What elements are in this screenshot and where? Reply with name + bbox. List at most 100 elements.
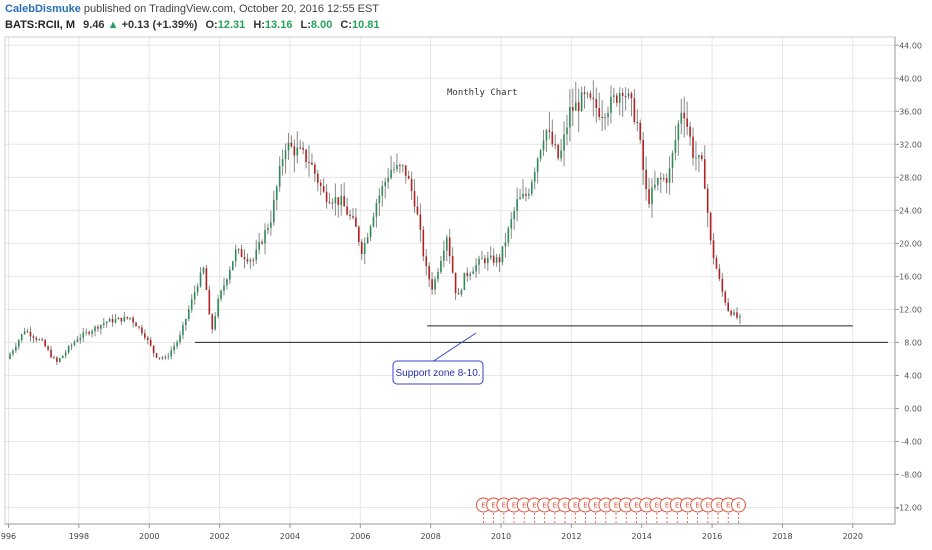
candle-body <box>229 270 231 280</box>
candle-body <box>170 350 173 357</box>
candle-body <box>352 216 354 218</box>
earnings-marker-label: E <box>644 502 648 510</box>
candle-body <box>220 290 222 299</box>
support-callout[interactable]: Support zone 8-10. <box>392 332 484 385</box>
candle-body <box>155 353 158 358</box>
candle-body <box>525 193 527 196</box>
candle-body <box>574 102 577 111</box>
plot-frame <box>4 36 896 525</box>
candle-body <box>390 169 392 178</box>
price-axis[interactable]: 44.00 40.00 36.00 32.00 28.00 24.00 20.00 16.00… <box>895 41 922 512</box>
earnings-marker-label: E <box>573 502 577 510</box>
candle-body <box>451 256 454 273</box>
support-lines[interactable] <box>194 325 888 343</box>
candle-body <box>302 147 304 150</box>
price-tick-label: 8.00 <box>904 338 922 347</box>
candle-body <box>173 346 175 351</box>
candle-body <box>76 339 79 342</box>
candle-body <box>102 323 105 325</box>
candle-body <box>164 356 167 359</box>
candle-body <box>560 150 562 159</box>
earnings-marker-label: E <box>706 502 710 510</box>
candle-body <box>657 178 659 185</box>
candle-body <box>334 197 337 204</box>
candle-body <box>217 298 219 317</box>
candle-body <box>346 206 348 215</box>
candle-body <box>91 331 93 334</box>
candle-body <box>530 181 533 194</box>
candle-body <box>267 227 269 231</box>
candle-body <box>328 201 331 203</box>
up-arrow-icon: ▲ <box>107 19 119 31</box>
time-tick-label: 1998 <box>69 532 89 541</box>
candle-body <box>613 95 615 97</box>
candle-body <box>211 314 214 330</box>
candle-body <box>645 169 647 190</box>
time-axis[interactable]: 996 1998 2000 2002 2004 2006 2008 2010 2012 2014 2… <box>1 524 863 541</box>
candle-body <box>17 340 20 347</box>
candle-body <box>721 278 724 292</box>
candle-body <box>589 93 592 98</box>
candle-body <box>674 140 677 153</box>
candle-body <box>401 165 404 167</box>
candle-body <box>633 98 636 123</box>
candle-body <box>202 268 205 273</box>
candle-body <box>105 321 108 324</box>
candle-body <box>132 317 134 323</box>
candle-body <box>123 316 126 322</box>
candle-body <box>281 159 284 167</box>
candle-body <box>44 340 46 347</box>
candle-body <box>270 222 272 228</box>
candle-body <box>249 259 252 262</box>
earnings-marker-label: E <box>695 502 699 510</box>
candle-body <box>141 327 143 334</box>
candle-body <box>126 316 129 319</box>
candle-body <box>698 155 700 158</box>
candle-body <box>692 136 694 158</box>
candle-body <box>35 338 38 340</box>
time-tick-label: 2012 <box>561 532 581 541</box>
time-tick-label: 2020 <box>843 532 863 541</box>
candle-body <box>440 260 442 272</box>
candle-body <box>322 186 325 192</box>
earnings-marker-label: E <box>593 502 597 510</box>
candle-body <box>223 285 225 291</box>
candle-body <box>252 259 255 261</box>
candle-body <box>190 299 193 310</box>
candle-body <box>20 334 23 341</box>
candle-body <box>454 272 457 294</box>
earnings-marker-label: E <box>685 502 689 510</box>
candle-body <box>358 226 360 243</box>
earnings-marker-label: E <box>491 502 495 510</box>
candle-body <box>598 108 601 117</box>
earnings-marker-label: E <box>512 502 516 510</box>
price-tick-label: 4.00 <box>904 371 922 380</box>
candle-body <box>73 341 76 346</box>
candle-body <box>624 95 627 97</box>
candle-body <box>533 171 536 182</box>
monthly-chart-annotation[interactable]: Monthly Chart <box>447 88 517 98</box>
candle-body <box>730 310 732 315</box>
time-tick-label: 2014 <box>632 532 652 541</box>
candle-body <box>264 230 266 244</box>
candle-body <box>255 249 258 260</box>
candle-body <box>536 158 539 172</box>
candle-body <box>114 319 117 323</box>
callout-box <box>392 360 484 385</box>
candle-body <box>38 339 41 341</box>
earnings-marker-label: E <box>655 502 659 510</box>
candle-body <box>528 193 530 196</box>
candle-body <box>97 326 99 329</box>
candle-body <box>566 127 568 135</box>
candle-body <box>539 150 542 159</box>
candle-body <box>243 257 246 260</box>
price-tick-label: 16.00 <box>899 272 922 281</box>
candle-body <box>445 237 448 251</box>
price-tick-label: -8.00 <box>901 470 922 479</box>
candle-body <box>519 197 521 200</box>
earnings-marker-label: E <box>563 502 567 510</box>
author-link[interactable]: CalebDismuke <box>5 3 81 15</box>
candle-body <box>208 289 211 315</box>
